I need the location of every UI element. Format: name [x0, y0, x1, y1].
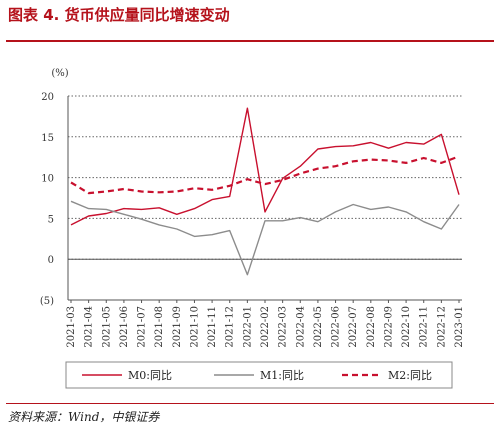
y-tick-label: (5) — [40, 296, 54, 307]
x-tick-label: 2022-12 — [436, 306, 447, 348]
x-tick-label: 2021-04 — [84, 306, 95, 348]
x-tick-label: 2022-10 — [401, 306, 412, 348]
y-tick-label: 5 — [48, 214, 54, 225]
x-tick-label: 2021-12 — [225, 306, 236, 348]
y-tick-label: 0 — [48, 255, 54, 266]
y-tick-label: 15 — [41, 133, 54, 144]
y-unit-label: (%) — [51, 68, 68, 79]
legend-box — [65, 361, 453, 389]
legend-label-2: M1:同比 — [260, 369, 304, 382]
figure-title: 图表 4. 货币供应量同比增速变动 — [8, 6, 230, 24]
series-line-1 — [70, 107, 460, 226]
x-tick-label: 2022-01 — [242, 306, 253, 348]
x-tick-label: 2022-05 — [313, 306, 324, 348]
x-tick-label: 2021-03 — [66, 306, 77, 348]
x-tick-label: 2022-09 — [383, 306, 394, 348]
x-tick-label: 2021-08 — [154, 306, 165, 348]
x-tick-labels: 2021-03 2021-04 2021-05 2021-06 2021-07 2021-… — [66, 300, 465, 348]
x-tick-label: 2021-09 — [172, 306, 183, 348]
y-tick-label: 10 — [41, 174, 54, 185]
x-tick-label: 2021-11 — [207, 306, 218, 348]
legend-label-3: M2:同比 — [388, 369, 432, 382]
x-tick-label: 2022-02 — [260, 306, 271, 348]
x-tick-label: 2021-06 — [119, 306, 130, 348]
x-tick-label: 2021-10 — [189, 306, 200, 348]
series-lines — [70, 107, 460, 276]
source-note: 资料来源：Wind，中银证券 — [8, 410, 160, 424]
legend: M0:同比 M1:同比 M2:同比 — [65, 361, 453, 389]
legend-label-1: M0:同比 — [128, 369, 172, 382]
grid-lines — [68, 95, 462, 260]
y-tick-label: 20 — [41, 92, 54, 103]
x-tick-label: 2023-01 — [454, 306, 465, 348]
x-tick-label: 2021-07 — [137, 306, 148, 348]
x-tick-label: 2022-03 — [278, 306, 289, 348]
footer-rule — [6, 403, 494, 404]
axes — [67, 96, 462, 301]
series-line-3 — [70, 155, 460, 195]
x-tick-label: 2022-06 — [331, 306, 342, 348]
x-tick-label: 2022-11 — [419, 306, 430, 348]
y-tick-labels: 20 15 10 5 0 (5) — [40, 92, 54, 307]
x-tick-label: 2022-07 — [348, 306, 359, 348]
title-rule — [6, 40, 494, 42]
x-tick-label: 2022-08 — [366, 306, 377, 348]
x-tick-label: 2022-04 — [295, 306, 306, 348]
series-line-2 — [70, 200, 460, 276]
x-tick-label: 2021-05 — [101, 306, 112, 348]
